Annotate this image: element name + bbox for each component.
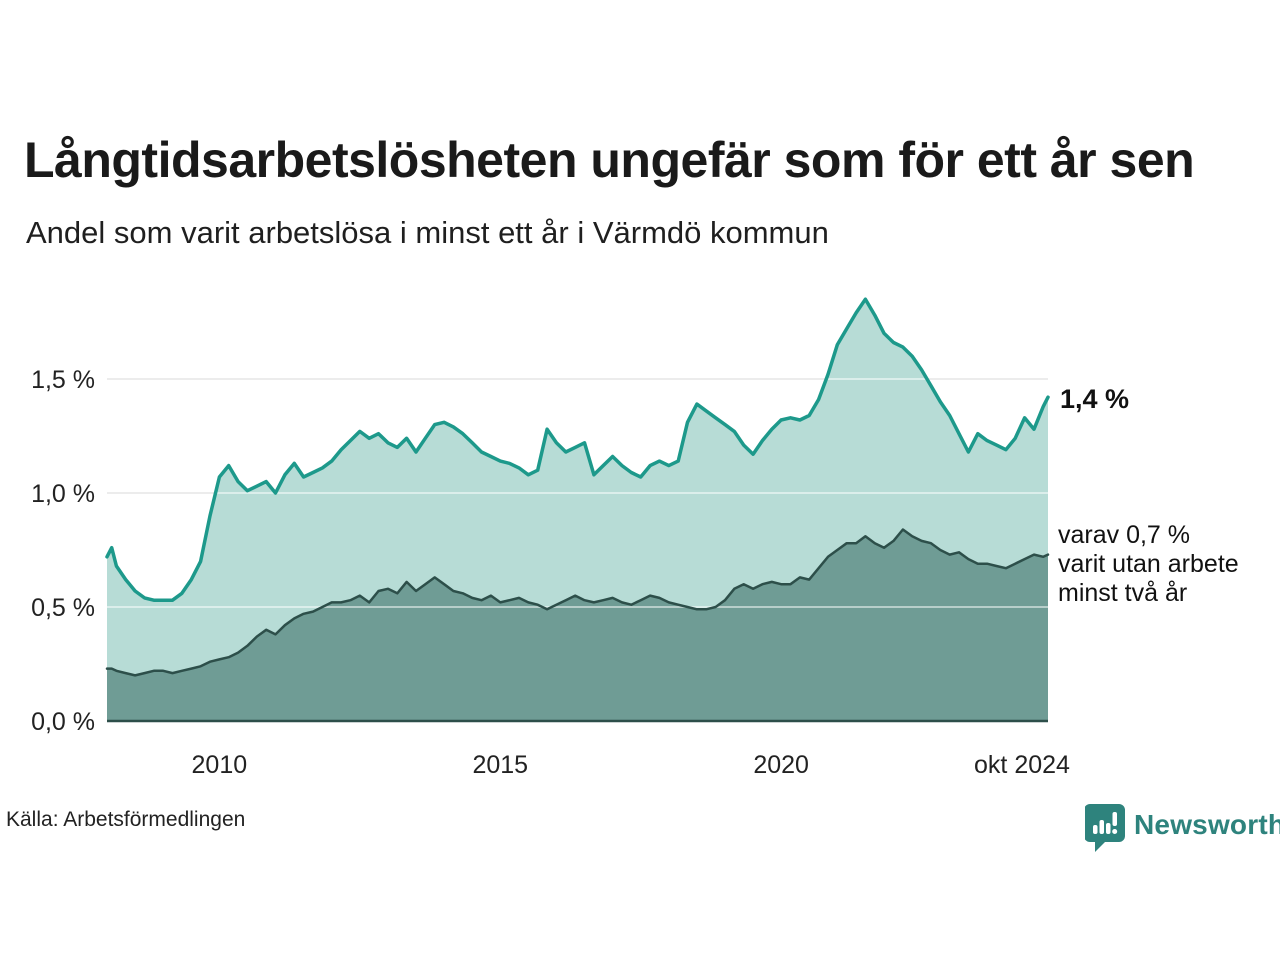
source-caption: Källa: Arbetsförmedlingen bbox=[6, 808, 246, 831]
x-axis-label: 2010 bbox=[192, 751, 248, 779]
two-year-annotation-line3: minst två år bbox=[1058, 579, 1188, 607]
chart-subtitle: Andel som varit arbetslösa i minst ett å… bbox=[26, 215, 829, 250]
y-axis-label: 1,5 % bbox=[31, 366, 95, 394]
newsworthy-wordmark: Newsworthy bbox=[1134, 809, 1280, 840]
x-axis-label: 2020 bbox=[753, 751, 809, 779]
total-line bbox=[105, 297, 1050, 602]
two-year-annotation: varav 0,7 % varit utan arbete minst två … bbox=[1058, 521, 1239, 608]
x-axis-label: okt 2024 bbox=[974, 751, 1070, 779]
two-year-annotation-line2: varit utan arbete bbox=[1058, 550, 1239, 578]
two-year-line bbox=[105, 528, 1050, 677]
y-axis-label: 0,0 % bbox=[31, 708, 95, 736]
bar-chart-speech-bubble-icon bbox=[1084, 804, 1125, 857]
two-year-area bbox=[107, 529, 1048, 721]
latest-value-label: 1,4 % bbox=[1060, 384, 1130, 414]
page-title: Långtidsarbetslösheten ungefär som för e… bbox=[24, 132, 1195, 188]
y-axis-label: 0,5 % bbox=[31, 594, 95, 622]
newsworthy-logo: Newsworthy bbox=[1084, 804, 1280, 857]
y-axis-label: 1,0 % bbox=[31, 480, 95, 508]
x-axis-label: 2015 bbox=[472, 751, 528, 779]
two-year-annotation-line1: varav 0,7 % bbox=[1058, 521, 1191, 549]
